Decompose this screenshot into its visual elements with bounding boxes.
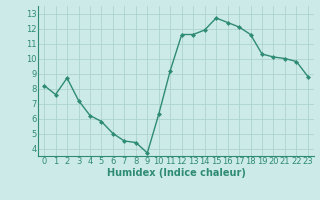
- X-axis label: Humidex (Indice chaleur): Humidex (Indice chaleur): [107, 168, 245, 178]
